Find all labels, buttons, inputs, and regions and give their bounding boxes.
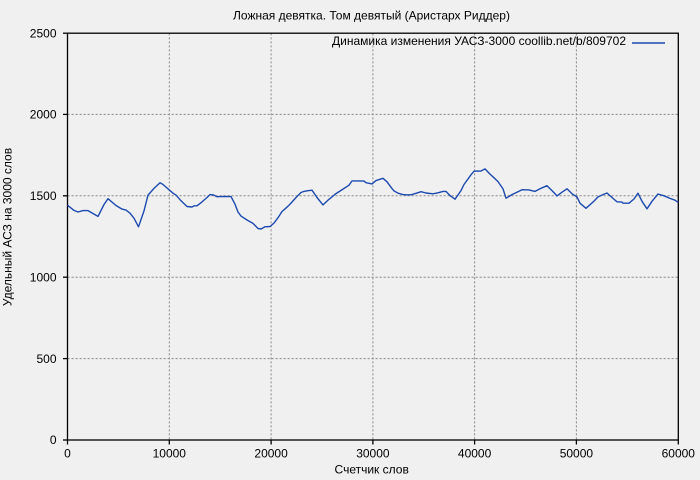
svg-text:10000: 10000 (153, 447, 187, 461)
svg-text:500: 500 (36, 352, 56, 366)
svg-text:20000: 20000 (254, 447, 288, 461)
svg-text:1000: 1000 (30, 270, 57, 284)
svg-text:30000: 30000 (356, 447, 390, 461)
svg-text:2000: 2000 (30, 108, 57, 122)
svg-text:Счетчик слов: Счетчик слов (335, 463, 409, 477)
svg-text:Динамика изменения УАСЗ-3000 c: Динамика изменения УАСЗ-3000 coollib.net… (332, 34, 626, 48)
svg-text:2500: 2500 (30, 26, 57, 40)
svg-text:60000: 60000 (662, 447, 696, 461)
svg-text:50000: 50000 (560, 447, 594, 461)
svg-text:40000: 40000 (458, 447, 492, 461)
svg-text:0: 0 (64, 447, 71, 461)
svg-text:1500: 1500 (30, 189, 57, 203)
svg-text:Удельный АСЗ на 3000 слов: Удельный АСЗ на 3000 слов (1, 148, 15, 306)
svg-text:Ложная девятка. Том девятый (А: Ложная девятка. Том девятый (Аристарх Ри… (233, 9, 510, 23)
svg-text:0: 0 (50, 433, 57, 447)
